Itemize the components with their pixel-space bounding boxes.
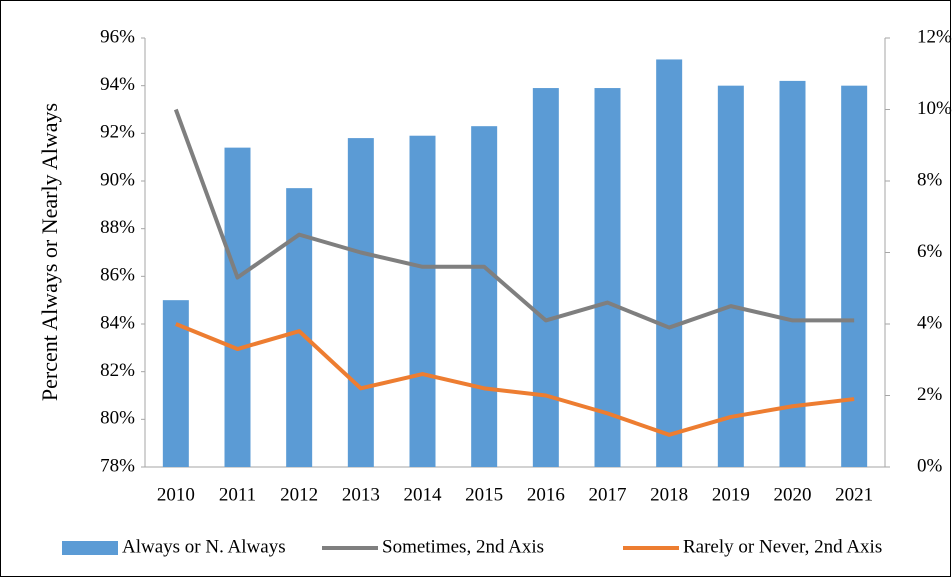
x-tick-label: 2013 bbox=[342, 484, 380, 505]
y2-tick-label: 2% bbox=[917, 384, 943, 405]
x-tick-label: 2018 bbox=[650, 484, 688, 505]
x-tick-label: 2015 bbox=[465, 484, 503, 505]
bar bbox=[656, 59, 683, 467]
y2-tick-label: 6% bbox=[917, 241, 943, 262]
bar bbox=[532, 88, 559, 468]
x-tick-label: 2010 bbox=[157, 484, 195, 505]
bar bbox=[471, 126, 498, 467]
y-tick-label: 92% bbox=[100, 122, 135, 143]
y2-tick-label: 4% bbox=[917, 312, 943, 333]
legend-label: Always or N. Always bbox=[122, 536, 286, 557]
y-tick-label: 90% bbox=[100, 169, 135, 190]
y-tick-label: 96% bbox=[100, 26, 135, 47]
x-tick-label: 2020 bbox=[774, 484, 812, 505]
y2-tick-label: 8% bbox=[917, 169, 943, 190]
bar bbox=[409, 135, 436, 467]
y-tick-label: 82% bbox=[100, 360, 135, 381]
y2-tick-label: 0% bbox=[917, 455, 943, 476]
x-tick-label: 2016 bbox=[527, 484, 565, 505]
bar bbox=[347, 138, 374, 467]
bar bbox=[594, 88, 621, 468]
y-axis-label: Percent Always or Nearly Always bbox=[37, 103, 62, 401]
y-tick-label: 88% bbox=[100, 217, 135, 238]
line-series bbox=[173, 108, 855, 330]
line-series bbox=[175, 322, 855, 437]
y-tick-label: 86% bbox=[100, 265, 135, 286]
y-tick-label: 78% bbox=[100, 455, 135, 476]
y2-tick-label: 10% bbox=[917, 98, 952, 119]
x-tick-label: 2012 bbox=[280, 484, 318, 505]
bar bbox=[779, 80, 806, 468]
bar bbox=[286, 188, 313, 467]
x-tick-label: 2021 bbox=[835, 484, 873, 505]
bar bbox=[717, 85, 744, 468]
x-tick-label: 2017 bbox=[589, 484, 627, 505]
x-tick-label: 2019 bbox=[712, 484, 750, 505]
y-tick-label: 80% bbox=[100, 408, 135, 429]
bar bbox=[841, 85, 868, 468]
y-tick-label: 94% bbox=[100, 74, 135, 95]
y2-tick-label: 12% bbox=[917, 26, 952, 47]
legend-swatch bbox=[62, 541, 118, 555]
legend-label: Rarely or Never, 2nd Axis bbox=[683, 536, 882, 557]
x-tick-label: 2014 bbox=[404, 484, 443, 505]
bar bbox=[224, 147, 251, 467]
x-tick-label: 2011 bbox=[219, 484, 256, 505]
legend-label: Sometimes, 2nd Axis bbox=[382, 536, 544, 557]
y-tick-label: 84% bbox=[100, 312, 135, 333]
